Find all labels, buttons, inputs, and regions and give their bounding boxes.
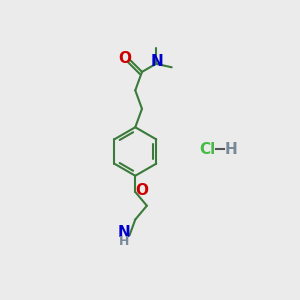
Text: H: H [118, 235, 129, 248]
Text: N: N [117, 225, 130, 240]
Text: H: H [225, 142, 238, 157]
Text: Cl: Cl [199, 142, 215, 157]
Text: N: N [151, 54, 164, 69]
Text: O: O [118, 52, 132, 67]
Text: O: O [135, 183, 148, 198]
